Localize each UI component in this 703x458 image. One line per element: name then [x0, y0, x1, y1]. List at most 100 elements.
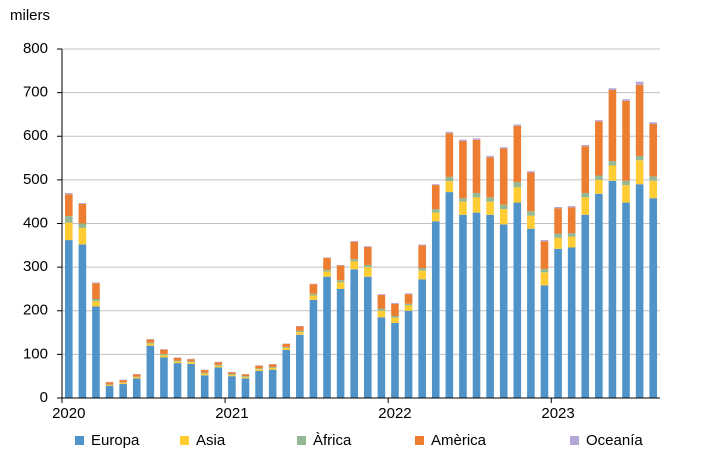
bar-segment: [540, 241, 549, 269]
bar-segment: [214, 364, 223, 366]
legend-swatch: [75, 436, 84, 445]
bar-segment: [540, 285, 549, 398]
bar-segment: [255, 368, 263, 370]
y-axis-label: milers: [10, 7, 50, 24]
bar-segment: [404, 303, 413, 306]
bar-segment: [323, 257, 331, 270]
bar-segment: [363, 246, 372, 248]
bar-segment: [595, 175, 603, 180]
bar-segment: [472, 138, 481, 140]
bar-segment: [459, 201, 467, 215]
bar-segment: [350, 241, 359, 260]
bar-segment: [567, 236, 576, 248]
bar-segment: [527, 171, 535, 173]
bar-segment: [282, 343, 291, 347]
legend-swatch: [180, 436, 189, 445]
bar-segment: [92, 306, 100, 398]
bar-segment: [418, 270, 426, 280]
bar-segment: [64, 240, 73, 398]
bar-segment: [160, 353, 168, 356]
bar-segment: [105, 385, 114, 398]
bar-segment: [228, 374, 236, 375]
legend-label: Oceanía: [586, 432, 643, 449]
bar-segment: [78, 202, 87, 204]
x-tick-label: 2021: [215, 405, 248, 422]
bar-segment: [527, 228, 535, 398]
bar-segment: [595, 179, 603, 194]
bar-segment: [241, 376, 250, 378]
bar-segment: [187, 359, 195, 362]
bar-segment: [173, 360, 182, 362]
bar-segment: [78, 244, 87, 398]
bar-segment: [513, 124, 522, 126]
legend-label: Àfrica: [313, 432, 352, 449]
bar-segment: [486, 197, 494, 202]
x-tick-label: 2022: [378, 405, 411, 422]
bar-segment: [445, 192, 454, 398]
bar-segment: [608, 90, 617, 162]
bar-segment: [255, 369, 263, 371]
bar-segment: [554, 237, 562, 249]
bar-segment: [200, 373, 209, 376]
bar-segment: [363, 276, 372, 398]
bar-segment: [418, 279, 426, 398]
bar-segment: [241, 374, 250, 377]
bar-segment: [527, 172, 535, 212]
bar-segment: [431, 184, 440, 186]
y-tick-label: 300: [23, 258, 48, 275]
bar-segment: [595, 193, 603, 398]
bar-segment: [160, 349, 168, 354]
bar-segment: [282, 347, 291, 351]
bar-segment: [391, 322, 399, 398]
bar-segment: [472, 197, 481, 213]
bar-segment: [404, 310, 413, 398]
bar-segment: [499, 147, 508, 149]
bar-segment: [78, 203, 87, 224]
bar-segment: [459, 139, 467, 142]
legend-label: Europa: [91, 432, 140, 449]
bar-segment: [92, 298, 100, 302]
bar-segment: [105, 384, 114, 386]
bar-segment: [540, 268, 549, 273]
bar-segment: [472, 139, 481, 193]
bar-segment: [309, 299, 318, 398]
bar-segment: [513, 125, 522, 183]
bar-segment: [635, 160, 644, 185]
legend-swatch: [570, 436, 579, 445]
bar-segment: [540, 272, 549, 286]
bar-segment: [187, 361, 195, 363]
bar-segment: [336, 288, 345, 398]
bar-segment: [309, 293, 318, 296]
bar-segment: [635, 184, 644, 398]
bar-segment: [146, 342, 155, 344]
bar-segment: [567, 207, 576, 234]
bar-segment: [296, 330, 304, 333]
bar-segment: [608, 180, 617, 398]
bar-segment: [445, 131, 454, 134]
bar-segment: [268, 369, 277, 398]
bar-segment: [296, 332, 304, 335]
bar-segment: [513, 187, 522, 203]
bar-segment: [472, 192, 481, 198]
bar-segment: [486, 214, 494, 398]
bar-segment: [649, 176, 658, 181]
bar-segment: [350, 269, 359, 398]
bar-segment: [241, 378, 250, 398]
bar-segment: [581, 146, 590, 193]
bar-segment: [635, 84, 644, 156]
bar-segment: [486, 157, 494, 198]
bar-segment: [595, 121, 603, 176]
bar-segment: [64, 194, 73, 217]
bar-segment: [200, 370, 209, 373]
bar-segment: [187, 363, 195, 398]
bar-segment: [132, 377, 141, 379]
bar-segment: [554, 208, 562, 234]
legend-label: Asia: [196, 432, 226, 449]
bar-segment: [363, 267, 372, 277]
bar-segment: [472, 212, 481, 398]
bar-segment: [173, 363, 182, 398]
bar-segment: [649, 180, 658, 199]
bar-segment: [173, 361, 182, 364]
bar-segment: [241, 377, 250, 379]
bar-segment: [160, 355, 168, 358]
